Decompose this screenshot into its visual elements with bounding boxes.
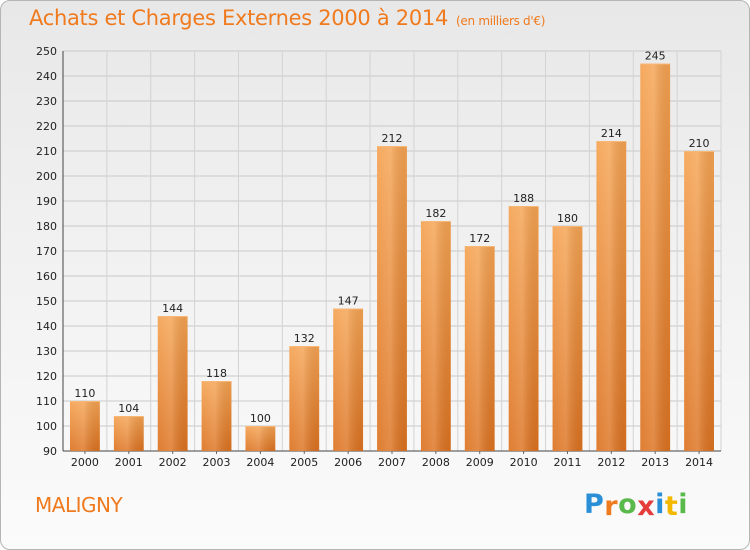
logo-letter: t (664, 491, 679, 522)
bar-shine (245, 426, 276, 451)
x-tick-label: 2005 (290, 456, 318, 469)
x-tick-label: 2013 (641, 456, 669, 469)
x-tick-label: 2001 (115, 456, 143, 469)
bar-shine (684, 151, 714, 451)
y-tick-label: 120 (36, 370, 57, 383)
bar-shine (113, 416, 144, 451)
bar-shine (464, 246, 495, 451)
x-tick-label: 2004 (246, 456, 274, 469)
y-tick-label: 230 (36, 95, 57, 108)
value-label: 245 (645, 50, 666, 63)
commune-name: MALIGNY (35, 493, 123, 517)
logo-letter: i (678, 489, 689, 520)
bar-shine (508, 206, 539, 451)
proxiti-logo: Proxiti (584, 489, 689, 522)
bar-shine (596, 141, 627, 451)
y-tick-label: 180 (36, 220, 57, 233)
value-label: 118 (206, 367, 227, 380)
x-tick-label: 2000 (71, 456, 99, 469)
value-label: 110 (74, 387, 95, 400)
y-tick-label: 210 (36, 145, 57, 158)
value-label: 180 (557, 212, 578, 225)
bar-shine (70, 401, 100, 451)
value-label: 104 (118, 402, 139, 415)
y-tick-label: 200 (36, 170, 57, 183)
x-tick-label: 2006 (334, 456, 362, 469)
chart-title-text: Achats et Charges Externes 2000 à 2014 (29, 6, 449, 30)
y-tick-label: 100 (36, 420, 57, 433)
x-tick-label: 2003 (203, 456, 231, 469)
logo-letter: x (637, 491, 656, 522)
bar-shine (552, 226, 583, 451)
value-label: 212 (382, 132, 403, 145)
axes: 90 100 110 120 130 140 150 160 170 180 190 200 210 22… (36, 45, 721, 458)
bar-shine (640, 63, 671, 451)
x-tick-label: 2011 (553, 456, 581, 469)
value-label: 188 (513, 192, 534, 205)
y-tick-label: 170 (36, 245, 57, 258)
y-tick-label: 130 (36, 345, 57, 358)
y-tick-label: 150 (36, 295, 57, 308)
y-tick-label: 190 (36, 195, 57, 208)
value-label: 214 (601, 127, 622, 140)
bar-shine (377, 146, 407, 451)
bars (70, 63, 714, 451)
value-label: 144 (162, 302, 183, 315)
chart-subtitle: (en milliers d'€) (456, 14, 546, 28)
y-tick-label: 220 (36, 120, 57, 133)
x-tick-label: 2012 (597, 456, 625, 469)
y-tick-label: 90 (43, 445, 57, 458)
bar-shine (157, 316, 188, 451)
x-tick-label: 2010 (510, 456, 538, 469)
value-label: 100 (250, 412, 271, 425)
logo-letter: i (655, 489, 665, 520)
value-label: 172 (469, 232, 490, 245)
x-tick-label: 2007 (378, 456, 406, 469)
x-tick-label: 2002 (159, 456, 187, 469)
value-label: 132 (294, 332, 315, 345)
chart-title: Achats et Charges Externes 2000 à 2014 (e… (29, 6, 545, 30)
labels: 110 2000 104 2001 144 2002 118 2003 100 2004 132 20… (71, 50, 713, 470)
y-tick-label: 240 (36, 70, 57, 83)
y-tick-label: 250 (36, 45, 57, 58)
x-tick-label: 2008 (422, 456, 450, 469)
x-tick-label: 2009 (466, 456, 494, 469)
logo-letter: P (584, 489, 605, 520)
bar-shine (201, 381, 232, 451)
y-tick-label: 110 (36, 395, 57, 408)
logo-letter: r (604, 491, 619, 522)
value-label: 147 (338, 295, 359, 308)
y-tick-label: 140 (36, 320, 57, 333)
y-tick-label: 160 (36, 270, 57, 283)
logo-letter: o (618, 489, 638, 520)
value-label: 182 (425, 207, 446, 220)
bar-shine (420, 221, 451, 451)
bar-shine (333, 308, 364, 451)
bar-shine (289, 346, 320, 451)
x-tick-label: 2014 (685, 456, 713, 469)
value-label: 210 (689, 137, 710, 150)
